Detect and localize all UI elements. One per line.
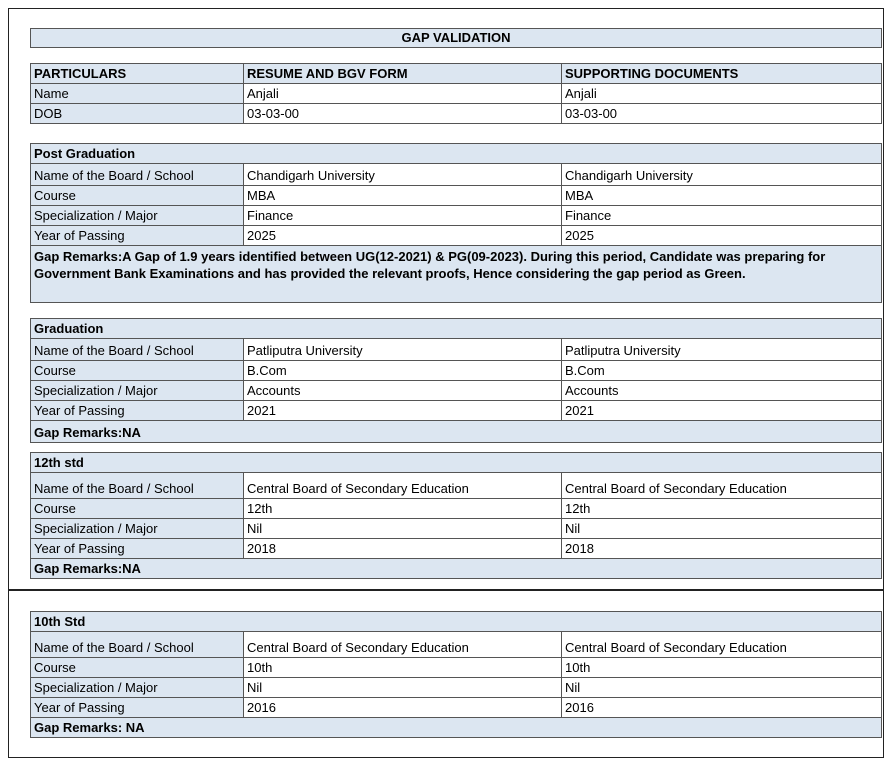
cell: Course	[30, 498, 244, 519]
title: GAP VALIDATION	[30, 28, 882, 48]
cell: 10th	[561, 657, 882, 678]
cell: Anjali	[243, 83, 562, 104]
cell: Course	[30, 185, 244, 206]
cell: Course	[30, 657, 244, 678]
cell: Central Board of Secondary Education	[243, 472, 562, 499]
cell: 2025	[243, 225, 562, 246]
cell: Specialization / Major	[30, 380, 244, 401]
cell: Year of Passing	[30, 697, 244, 718]
cell: Patliputra University	[243, 338, 562, 361]
cell: Finance	[243, 205, 562, 226]
cell: Accounts	[243, 380, 562, 401]
cell: MBA	[243, 185, 562, 206]
cell: 2021	[561, 400, 882, 421]
cell: 2018	[561, 538, 882, 559]
cell: Finance	[561, 205, 882, 226]
column-header: SUPPORTING DOCUMENTS	[561, 63, 882, 84]
cell: Chandigarh University	[243, 163, 562, 186]
cell: 2016	[561, 697, 882, 718]
cell: Year of Passing	[30, 225, 244, 246]
section-heading: 12th std	[30, 452, 882, 473]
separator	[8, 589, 884, 591]
cell: Nil	[243, 518, 562, 539]
section-heading: Post Graduation	[30, 143, 882, 164]
cell: Year of Passing	[30, 400, 244, 421]
gap-remarks: Gap Remarks:NA	[30, 558, 882, 579]
outer-frame	[8, 8, 884, 758]
cell: Nil	[243, 677, 562, 698]
cell: Chandigarh University	[561, 163, 882, 186]
gap-remarks: Gap Remarks:NA	[30, 420, 882, 443]
cell: Anjali	[561, 83, 882, 104]
cell: Name	[30, 83, 244, 104]
cell: Course	[30, 360, 244, 381]
section-heading: 10th Std	[30, 611, 882, 632]
cell: B.Com	[561, 360, 882, 381]
cell: Name of the Board / School	[30, 163, 244, 186]
gap-remarks: Gap Remarks: NA	[30, 717, 882, 738]
cell: MBA	[561, 185, 882, 206]
cell: 12th	[243, 498, 562, 519]
cell: Accounts	[561, 380, 882, 401]
section-heading: Graduation	[30, 318, 882, 339]
cell: 2025	[561, 225, 882, 246]
cell: Name of the Board / School	[30, 631, 244, 658]
cell: 03-03-00	[243, 103, 562, 124]
column-header: PARTICULARS	[30, 63, 244, 84]
cell: 2016	[243, 697, 562, 718]
cell: Central Board of Secondary Education	[243, 631, 562, 658]
cell: Specialization / Major	[30, 518, 244, 539]
cell: 12th	[561, 498, 882, 519]
cell: Patliputra University	[561, 338, 882, 361]
cell: Year of Passing	[30, 538, 244, 559]
cell: Central Board of Secondary Education	[561, 472, 882, 499]
cell: Specialization / Major	[30, 205, 244, 226]
cell: 03-03-00	[561, 103, 882, 124]
column-header: RESUME AND BGV FORM	[243, 63, 562, 84]
cell: Nil	[561, 677, 882, 698]
cell: Specialization / Major	[30, 677, 244, 698]
cell: Nil	[561, 518, 882, 539]
cell: Name of the Board / School	[30, 472, 244, 499]
cell: Name of the Board / School	[30, 338, 244, 361]
cell: B.Com	[243, 360, 562, 381]
cell: 2021	[243, 400, 562, 421]
cell: 10th	[243, 657, 562, 678]
cell: Central Board of Secondary Education	[561, 631, 882, 658]
cell: 2018	[243, 538, 562, 559]
gap-remarks: Gap Remarks:A Gap of 1.9 years identifie…	[30, 245, 882, 303]
cell: DOB	[30, 103, 244, 124]
